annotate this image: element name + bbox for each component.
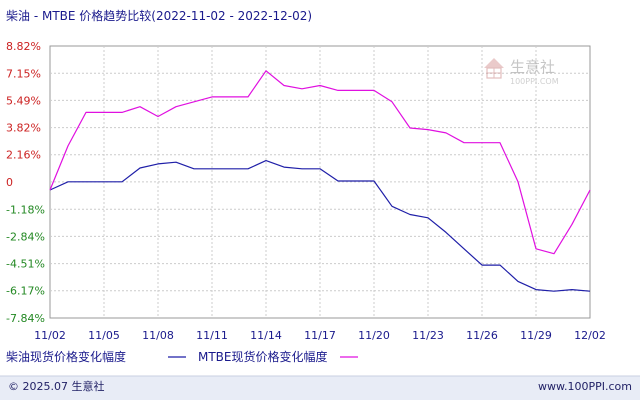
chart-title: 柴油 - MTBE 价格趋势比较(2022-11-02 - 2022-12-02… — [6, 8, 312, 23]
x-tick-label: 11/14 — [250, 329, 282, 342]
x-tick-label: 11/11 — [196, 329, 228, 342]
x-tick-label: 12/02 — [574, 329, 606, 342]
legend: 柴油现货价格变化幅度 MTBE现货价格变化幅度 — [6, 349, 358, 364]
y-tick-label: -6.17% — [6, 285, 45, 298]
y-tick-label: 5.49% — [6, 94, 41, 107]
x-tick-label: 11/08 — [142, 329, 174, 342]
series-line-diesel — [49, 160, 591, 292]
footer-bar — [0, 376, 640, 400]
watermark-logo: 生意社 100PPI.COM — [484, 58, 559, 86]
footer-site: www.100PPI.com — [538, 380, 632, 393]
y-tick-label: 7.15% — [6, 67, 41, 80]
x-axis-ticks: 11/02 11/05 11/08 11/11 11/14 11/17 11/20 11/23… — [34, 329, 606, 342]
house-icon — [484, 58, 504, 79]
x-tick-label: 11/05 — [88, 329, 120, 342]
series-line-mtbe — [49, 70, 591, 255]
x-tick-label: 11/17 — [304, 329, 336, 342]
series-lines — [49, 70, 591, 292]
footer-copyright: © 2025.07 生意社 — [8, 379, 104, 393]
y-tick-label: 8.82% — [6, 40, 41, 53]
y-tick-label: -1.18% — [6, 203, 45, 216]
x-tick-label: 11/02 — [34, 329, 66, 342]
y-tick-label: 0 — [6, 176, 13, 189]
x-tick-label: 11/26 — [466, 329, 498, 342]
x-tick-label: 11/23 — [412, 329, 444, 342]
y-tick-label: 2.16% — [6, 149, 41, 162]
y-tick-label: -7.84% — [6, 312, 45, 325]
y-tick-label: -4.51% — [6, 258, 45, 271]
x-tick-label: 11/29 — [520, 329, 552, 342]
y-tick-label: 3.82% — [6, 122, 41, 135]
legend-label-diesel: 柴油现货价格变化幅度 — [6, 349, 126, 364]
y-tick-label: -2.84% — [6, 230, 45, 243]
watermark-site: 100PPI.COM — [510, 77, 559, 86]
y-axis-ticks: 8.82% 7.15% 5.49% 3.82% 2.16% 0 -1.18% -2.84% -4… — [6, 40, 45, 325]
x-tick-label: 11/20 — [358, 329, 390, 342]
legend-label-mtbe: MTBE现货价格变化幅度 — [198, 349, 328, 364]
watermark-brand: 生意社 — [510, 58, 555, 76]
